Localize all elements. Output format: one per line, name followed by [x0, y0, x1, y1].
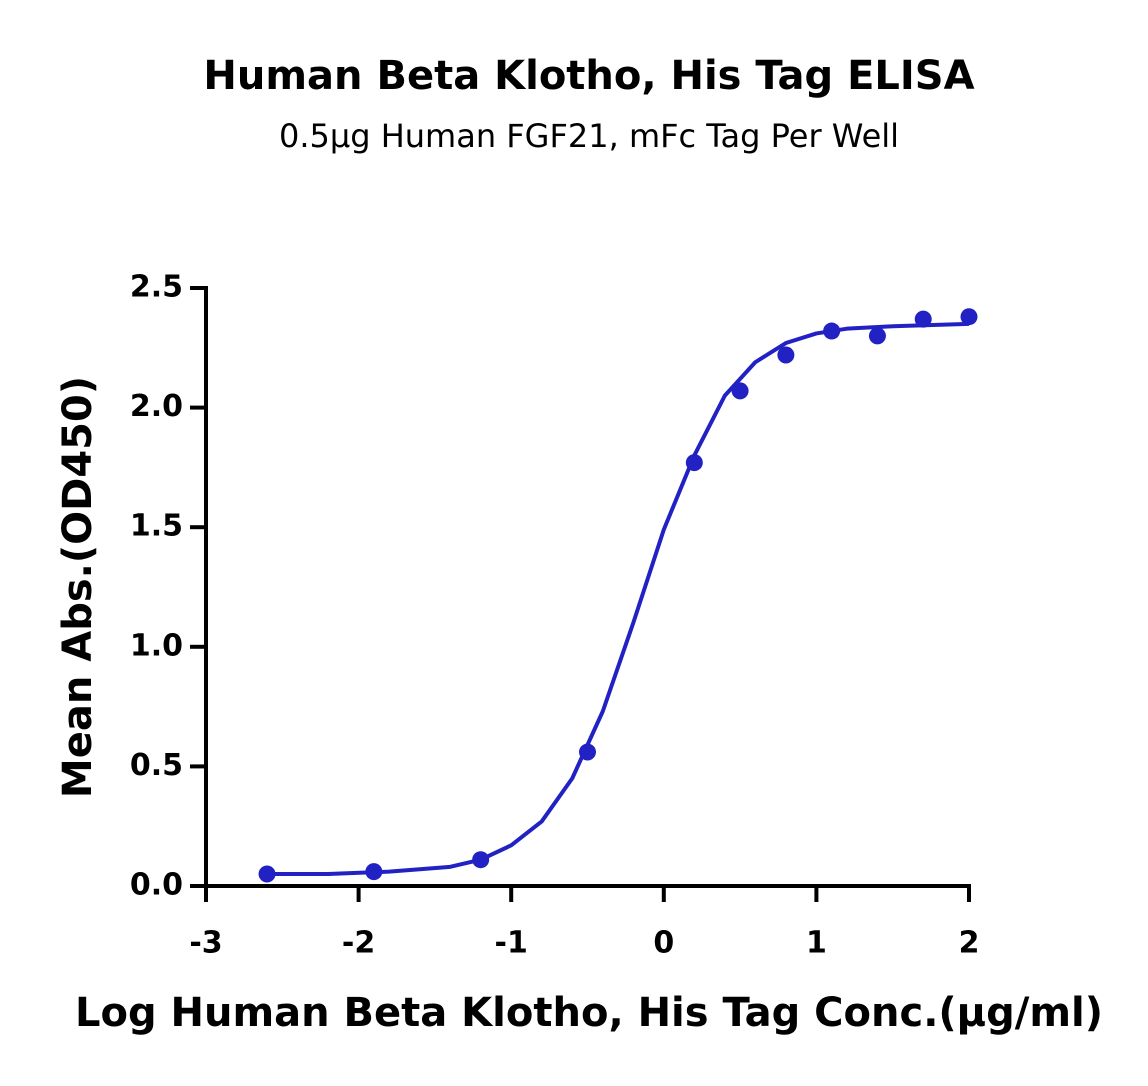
y-tick-label: 1.0 — [130, 628, 183, 663]
fit-curve — [267, 321, 970, 877]
x-tick-label: 2 — [959, 926, 980, 961]
x-tick-label: 1 — [806, 926, 827, 961]
chart-title: Human Beta Klotho, His Tag ELISA — [203, 53, 974, 99]
x-tick-label: 0 — [653, 926, 674, 961]
y-tick-label: 0.0 — [130, 868, 183, 903]
data-point — [868, 327, 886, 345]
y-tick-label: 0.5 — [130, 748, 183, 783]
x-tick-label: -3 — [189, 926, 222, 961]
y-tick-label: 2.5 — [130, 270, 183, 305]
x-tick-label: -2 — [342, 926, 375, 961]
x-tick-label: -1 — [495, 926, 528, 961]
data-point — [731, 382, 749, 400]
y-tick-label: 1.5 — [130, 509, 183, 544]
y-axis-label: Mean Abs.(OD450) — [55, 376, 101, 798]
x-axis-label: Log Human Beta Klotho, His Tag Conc.(μg/… — [75, 990, 1103, 1036]
data-point — [960, 308, 978, 326]
data-point — [777, 346, 795, 364]
chart-subtitle: 0.5μg Human FGF21, mFc Tag Per Well — [279, 117, 899, 155]
y-tick-label: 2.0 — [130, 389, 183, 424]
